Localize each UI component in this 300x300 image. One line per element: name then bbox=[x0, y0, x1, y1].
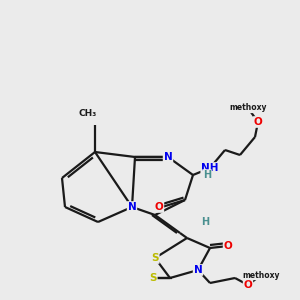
Text: CH₃: CH₃ bbox=[79, 109, 97, 118]
Text: O: O bbox=[224, 241, 232, 251]
Text: S: S bbox=[149, 273, 157, 283]
Text: methoxy: methoxy bbox=[229, 103, 267, 112]
Text: H: H bbox=[203, 170, 211, 180]
Text: O: O bbox=[154, 202, 164, 212]
Text: NH: NH bbox=[201, 163, 219, 173]
Text: N: N bbox=[128, 202, 136, 212]
Text: S: S bbox=[151, 253, 159, 263]
Text: methoxy: methoxy bbox=[242, 271, 280, 280]
Text: H: H bbox=[201, 217, 209, 227]
Text: N: N bbox=[164, 152, 172, 162]
Text: O: O bbox=[254, 117, 262, 127]
Text: N: N bbox=[194, 265, 202, 275]
Text: O: O bbox=[244, 280, 252, 290]
